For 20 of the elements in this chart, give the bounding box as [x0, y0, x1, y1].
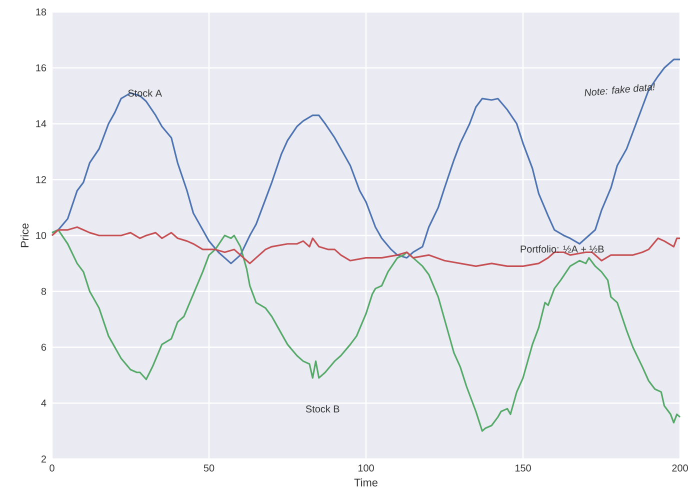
y-tick-label: 18 — [36, 8, 46, 16]
y-tick-label: 4 — [41, 400, 46, 407]
x-tick-label: 200 — [672, 464, 688, 472]
x-tick-label: 50 — [204, 464, 214, 472]
text: Stock B — [306, 405, 340, 412]
y-axis-title: Price — [20, 223, 29, 248]
y-tick-label: 16 — [36, 64, 46, 72]
y-tick-label: 14 — [36, 120, 46, 128]
series-label: Portfolio: ½A + ½B — [520, 245, 604, 253]
y-tick-label: 10 — [36, 232, 46, 240]
x-tick-label: 150 — [515, 464, 531, 472]
annotation: Note: fake data! — [584, 83, 655, 96]
y-tick-label: 2 — [41, 456, 46, 462]
series-label: Stock A — [128, 89, 162, 97]
y-tick-label: 12 — [36, 176, 46, 184]
x-axis-title: Time — [354, 478, 378, 486]
y-tick-label: 6 — [41, 344, 46, 351]
y-tick-label: 8 — [41, 288, 46, 295]
x-tick-label: 0 — [50, 464, 54, 472]
x-tick-label: 100 — [358, 464, 374, 472]
